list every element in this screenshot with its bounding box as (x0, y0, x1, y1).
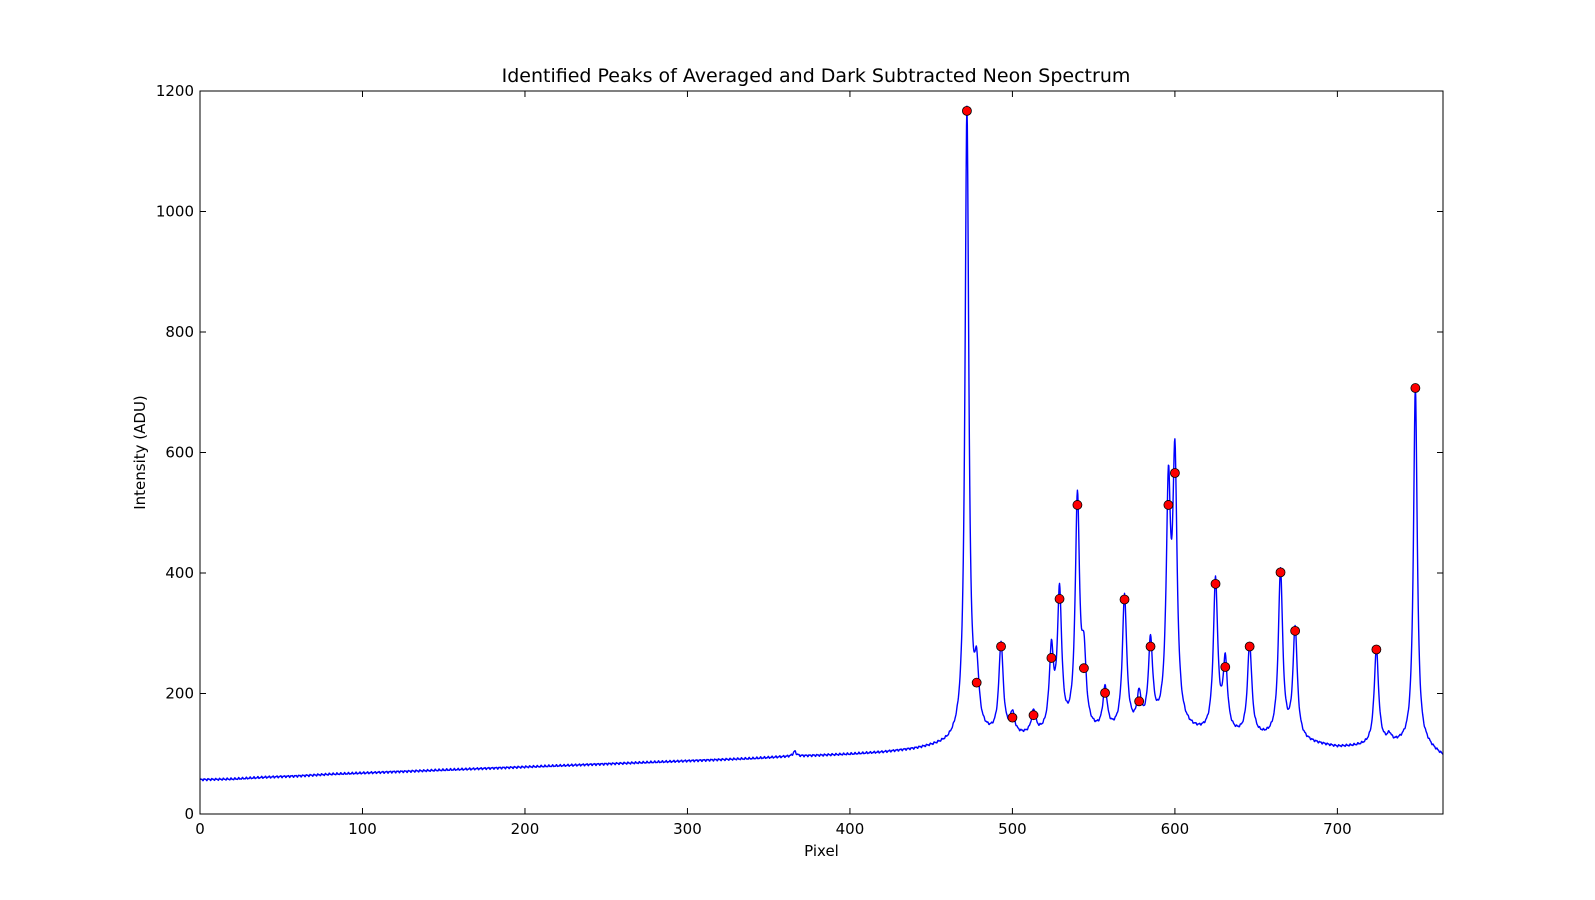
peak-marker (996, 641, 1006, 652)
peak-marker (1210, 578, 1221, 589)
peak-marker (1046, 653, 1057, 663)
peak-marker (1290, 625, 1301, 636)
x-tick-label: 500 (998, 820, 1027, 838)
plot-frame (200, 91, 1443, 814)
peak-marker (1275, 567, 1286, 578)
y-tick-label: 600 (165, 444, 194, 462)
peak-marker (1007, 712, 1018, 723)
plot-border (199, 90, 1444, 815)
peak-marker (1054, 594, 1065, 604)
y-tick-label: 1000 (156, 203, 194, 221)
x-axis-label: Pixel (804, 842, 839, 860)
peak-marker (1134, 696, 1145, 707)
series-line-layer (199, 105, 1444, 782)
peak-marker (1170, 468, 1180, 478)
plot-area: 0 100 200 300 400 500 600 700 0 200 400 600 800 1000 1… (156, 82, 1444, 838)
peak-marker (962, 105, 972, 116)
x-tick-label: 100 (348, 820, 377, 838)
peak-marker (1119, 594, 1130, 605)
peak-marker (1145, 641, 1156, 652)
peak-marker (1028, 710, 1039, 721)
x-tick-label: 300 (673, 820, 702, 838)
y-tick-label: 800 (165, 323, 194, 341)
x-tick-label: 0 (195, 820, 205, 838)
x-tick-label: 200 (511, 820, 540, 838)
peak-marker (1163, 500, 1174, 510)
x-tick-label: 700 (1323, 820, 1352, 838)
peak-marker (1072, 500, 1083, 510)
peak-marker (1220, 662, 1231, 672)
peak-marker (1371, 644, 1382, 655)
peak-marker (1100, 687, 1110, 698)
chart-title: Identified Peaks of Averaged and Dark Su… (502, 65, 1131, 87)
ticks-layer: 0 100 200 300 400 500 600 700 0 200 400 600 800 1000 1… (156, 82, 1443, 838)
x-tick-label: 400 (836, 820, 865, 838)
peak-markers-layer (962, 105, 1421, 723)
y-tick-label: 1200 (156, 82, 194, 100)
y-tick-label: 400 (165, 564, 194, 582)
peak-marker (1244, 641, 1255, 652)
y-tick-label: 0 (184, 805, 194, 823)
peak-marker (1410, 383, 1421, 393)
y-axis-label: Intensity (ADU) (131, 395, 149, 510)
y-tick-label: 200 (165, 685, 194, 703)
x-tick-label: 600 (1161, 820, 1190, 838)
peak-marker (971, 677, 982, 688)
peak-marker (1079, 663, 1089, 674)
spectrum-series-line (199, 105, 1444, 782)
